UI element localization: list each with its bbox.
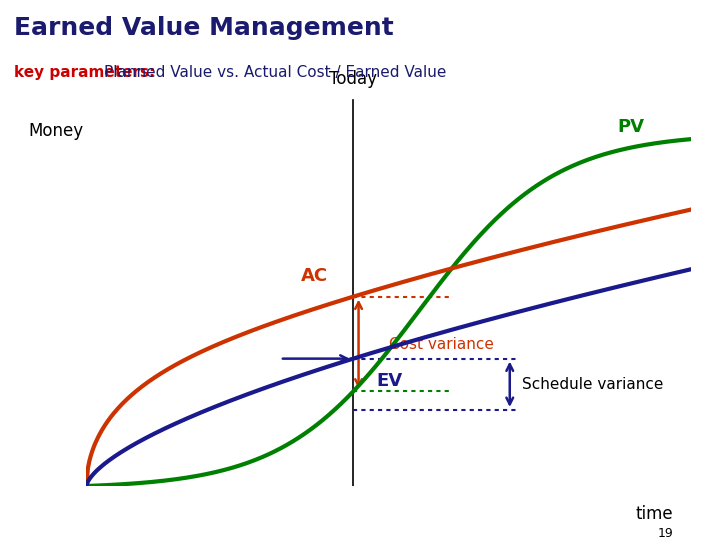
Text: Money: Money [29, 122, 84, 140]
Text: time: time [636, 504, 673, 523]
Text: Planned Value vs. Actual Cost / Earned Value: Planned Value vs. Actual Cost / Earned V… [104, 65, 447, 80]
Text: key parameters:: key parameters: [14, 65, 161, 80]
Text: Schedule variance: Schedule variance [522, 377, 663, 392]
Text: AC: AC [301, 267, 328, 285]
Text: EV: EV [377, 372, 402, 390]
Text: 19: 19 [657, 527, 673, 540]
Text: Today: Today [328, 70, 377, 88]
Text: PV: PV [617, 118, 644, 136]
Text: Cost variance: Cost variance [389, 336, 494, 352]
Text: Earned Value Management: Earned Value Management [14, 16, 394, 40]
